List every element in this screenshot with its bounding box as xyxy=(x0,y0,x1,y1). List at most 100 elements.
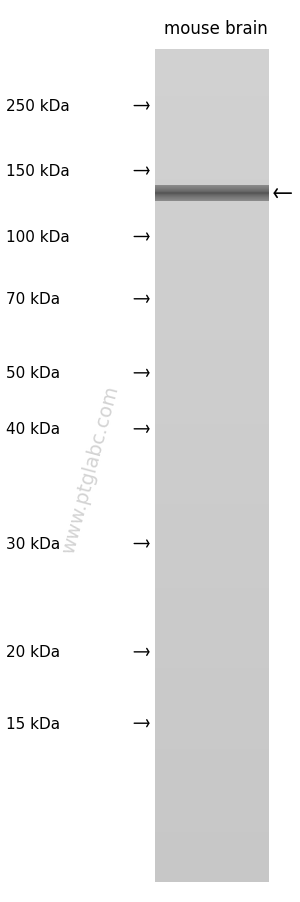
Bar xyxy=(154,671,268,674)
Bar xyxy=(154,758,268,760)
Bar xyxy=(154,496,268,499)
Bar xyxy=(154,380,268,382)
Bar xyxy=(154,116,268,119)
Bar xyxy=(154,493,268,496)
Bar xyxy=(154,794,268,796)
Bar xyxy=(154,433,268,436)
Bar xyxy=(154,322,268,325)
Bar xyxy=(154,732,268,735)
Bar xyxy=(154,346,268,349)
Bar xyxy=(154,676,268,679)
Bar xyxy=(154,826,268,830)
Bar xyxy=(154,244,268,246)
Bar xyxy=(154,333,268,336)
Bar xyxy=(154,566,268,568)
Bar xyxy=(154,787,268,790)
Bar xyxy=(154,111,268,114)
Bar xyxy=(154,119,268,122)
Bar xyxy=(154,280,268,282)
Bar xyxy=(154,410,268,413)
Bar xyxy=(154,327,268,330)
Bar xyxy=(154,643,268,646)
Bar xyxy=(154,555,268,557)
Bar xyxy=(154,91,268,94)
Bar xyxy=(154,699,268,702)
Bar xyxy=(154,660,268,663)
Bar xyxy=(154,225,268,227)
Bar xyxy=(154,266,268,269)
Bar xyxy=(154,227,268,230)
Bar xyxy=(154,469,268,472)
Bar xyxy=(154,668,268,671)
Bar xyxy=(154,413,268,416)
Bar xyxy=(154,810,268,813)
Bar xyxy=(154,202,268,205)
Bar xyxy=(154,161,268,163)
Bar xyxy=(154,166,268,169)
Bar xyxy=(154,563,268,566)
Bar xyxy=(154,862,268,866)
Bar xyxy=(154,419,268,421)
Bar xyxy=(154,205,268,207)
Bar xyxy=(154,557,268,560)
Bar xyxy=(154,305,268,308)
Bar xyxy=(154,746,268,749)
Bar xyxy=(154,749,268,751)
Bar xyxy=(154,544,268,547)
Bar xyxy=(154,344,268,346)
Bar xyxy=(154,516,268,519)
Bar xyxy=(154,430,268,433)
Bar xyxy=(154,679,268,682)
Bar xyxy=(154,336,268,338)
Bar xyxy=(154,210,268,214)
Bar xyxy=(154,713,268,715)
Bar xyxy=(154,174,268,178)
Bar xyxy=(154,194,268,197)
Bar xyxy=(154,799,268,802)
Bar xyxy=(154,474,268,477)
Bar xyxy=(154,529,268,532)
Bar xyxy=(154,150,268,152)
Bar xyxy=(154,269,268,272)
Bar xyxy=(154,760,268,763)
Bar xyxy=(154,465,268,469)
Bar xyxy=(154,446,268,449)
Bar xyxy=(154,127,268,130)
Bar xyxy=(154,308,268,310)
Bar xyxy=(154,513,268,516)
Bar xyxy=(154,591,268,594)
Bar xyxy=(154,349,268,352)
Bar xyxy=(154,549,268,552)
Text: 15 kDa: 15 kDa xyxy=(6,716,60,731)
Bar xyxy=(154,535,268,538)
Bar xyxy=(154,774,268,777)
Bar xyxy=(154,838,268,841)
Bar xyxy=(154,452,268,455)
Bar xyxy=(154,841,268,843)
Bar xyxy=(154,538,268,541)
Bar xyxy=(154,441,268,444)
Bar xyxy=(154,207,268,210)
Bar xyxy=(154,616,268,619)
Bar xyxy=(154,532,268,535)
Bar xyxy=(154,718,268,722)
Bar xyxy=(154,385,268,388)
Bar xyxy=(154,424,268,427)
Bar xyxy=(154,686,268,688)
Bar xyxy=(154,499,268,502)
Bar xyxy=(154,238,268,241)
Bar xyxy=(154,813,268,815)
Bar xyxy=(154,710,268,713)
Bar xyxy=(154,416,268,419)
Bar xyxy=(154,585,268,588)
Bar xyxy=(154,341,268,344)
Text: 100 kDa: 100 kDa xyxy=(6,230,70,244)
Bar xyxy=(154,663,268,666)
Bar xyxy=(154,807,268,810)
Bar xyxy=(154,122,268,124)
Bar xyxy=(154,568,268,571)
Bar xyxy=(154,688,268,691)
Bar xyxy=(154,219,268,222)
Bar xyxy=(154,310,268,313)
Bar xyxy=(154,754,268,758)
